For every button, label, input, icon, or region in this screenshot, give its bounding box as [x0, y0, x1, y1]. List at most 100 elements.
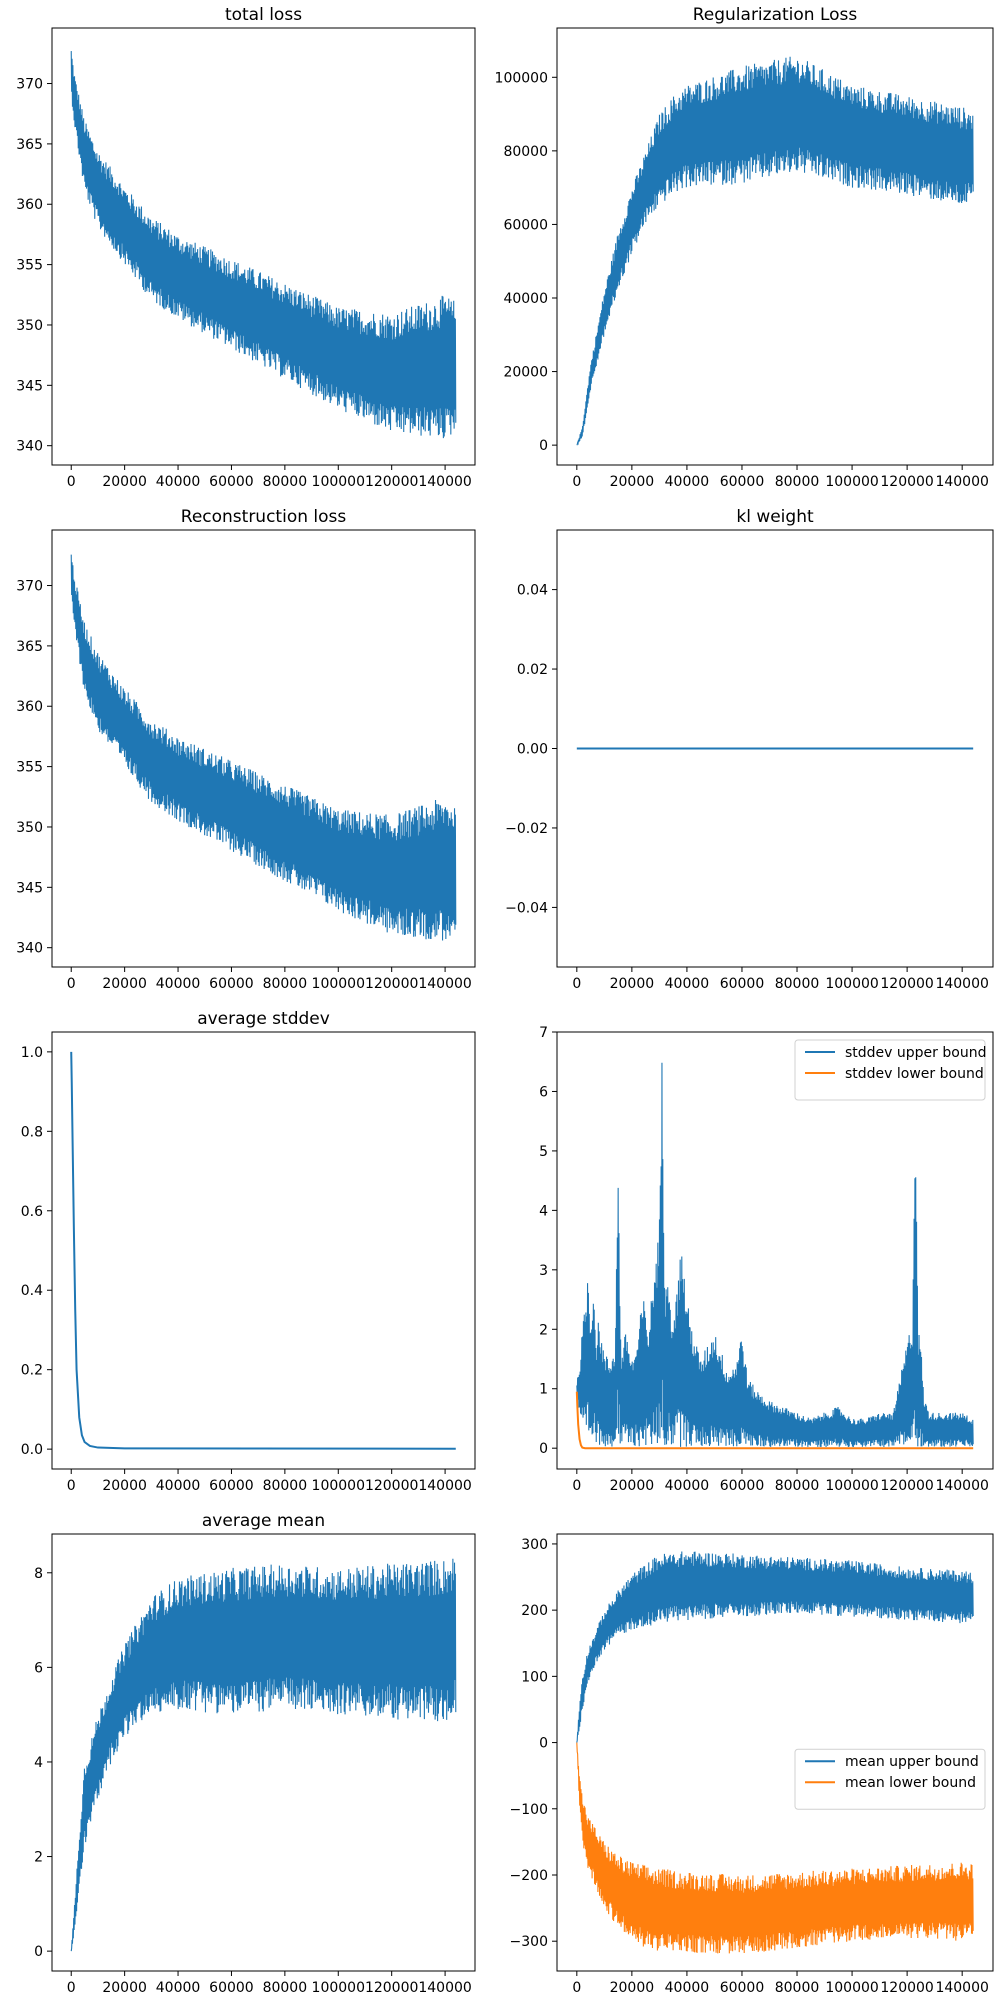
x-tick-label: 120000	[880, 1980, 933, 1996]
y-tick-label: 0.0	[21, 1442, 43, 1458]
axes-frame	[51, 1031, 476, 1470]
chart-panel-4: 0 20000 40000 60000 80000 100000 120000 140000 0…	[21, 1009, 476, 1494]
x-tick-label: 40000	[665, 1478, 710, 1494]
y-tick-label: 100000	[495, 70, 548, 86]
series-line-0	[70, 1558, 457, 1952]
axes-frame	[556, 1533, 994, 1972]
x-tick-label: 20000	[610, 1478, 655, 1494]
y-tick-label: 300	[521, 1537, 548, 1553]
x-tick-label: 60000	[720, 976, 765, 992]
y-tick-label: 0.8	[21, 1124, 43, 1140]
plot-area	[70, 51, 457, 439]
y-tick-label: 200	[521, 1603, 548, 1619]
y-tick-label: 340	[16, 439, 43, 455]
chart-panel-5: 0 20000 40000 60000 80000 100000 120000 140000 0…	[539, 1025, 994, 1494]
y-tick-label: 0.02	[517, 662, 548, 678]
y-tick-label: 7	[539, 1025, 548, 1041]
x-tick-label: 20000	[102, 1478, 147, 1494]
x-tick-label: 120000	[880, 474, 933, 490]
x-tick-label: 80000	[775, 1980, 820, 1996]
chart-panel-6: 0 20000 40000 60000 80000 100000 120000 140000 0…	[34, 1511, 476, 1996]
series-line-0	[576, 56, 974, 446]
y-tick-label: 40000	[503, 291, 548, 307]
chart-title: total loss	[225, 5, 302, 25]
axes-frame	[51, 529, 476, 968]
y-tick-label: 3	[539, 1263, 548, 1279]
chart-panel-0: 0 20000 40000 60000 80000 100000 120000 140000 3…	[16, 5, 476, 490]
x-tick-label: 60000	[720, 1478, 765, 1494]
legend: stddev upper bound stddev lower bound	[794, 1039, 986, 1101]
plot-area	[70, 1558, 457, 1952]
x-tick-label: 80000	[775, 1478, 820, 1494]
y-tick-label: 80000	[503, 144, 548, 160]
x-tick-label: 0	[572, 1980, 581, 1996]
x-tick-label: 0	[572, 1478, 581, 1494]
chart-panel-3: 0 20000 40000 60000 80000 100000 120000 140000 −…	[505, 507, 994, 992]
x-tick-label: 40000	[156, 976, 201, 992]
x-tick-label: 100000	[312, 1980, 365, 1996]
x-tick-label: 20000	[610, 1980, 655, 1996]
y-tick-label: 2	[34, 1850, 43, 1866]
axes-frame	[556, 27, 994, 466]
x-tick-label: 100000	[825, 1478, 878, 1494]
x-tick-label: 60000	[209, 976, 254, 992]
x-tick-label: 40000	[665, 976, 710, 992]
series-line-0	[70, 51, 457, 439]
y-tick-label: 370	[16, 77, 43, 93]
y-tick-label: 5	[539, 1144, 548, 1160]
chart-title: average mean	[202, 1511, 325, 1531]
x-tick-label: 0	[572, 976, 581, 992]
y-tick-label: 4	[539, 1203, 548, 1219]
y-tick-label: −300	[510, 1934, 548, 1950]
x-tick-label: 100000	[825, 474, 878, 490]
y-tick-label: 355	[16, 258, 43, 274]
y-tick-label: 1.0	[21, 1045, 43, 1061]
x-tick-label: 140000	[935, 1980, 988, 1996]
x-tick-label: 140000	[418, 1980, 471, 1996]
series-stddev-upper-bound	[576, 1062, 974, 1447]
y-tick-label: 340	[16, 941, 43, 957]
plot-area	[576, 56, 974, 446]
x-tick-label: 120000	[880, 976, 933, 992]
y-tick-label: 0	[34, 1944, 43, 1960]
y-tick-label: 4	[34, 1755, 43, 1771]
x-tick-label: 100000	[312, 1478, 365, 1494]
x-tick-label: 20000	[102, 474, 147, 490]
x-tick-label: 40000	[156, 1980, 201, 1996]
x-tick-label: 140000	[935, 1478, 988, 1494]
y-tick-label: 350	[16, 318, 43, 334]
y-tick-label: 6	[539, 1084, 548, 1100]
plot-area	[576, 1551, 974, 1954]
x-tick-label: 80000	[263, 976, 308, 992]
x-tick-label: 80000	[263, 474, 308, 490]
x-tick-label: 120000	[365, 474, 418, 490]
y-tick-label: 0.00	[517, 742, 548, 758]
y-tick-label: 370	[16, 579, 43, 595]
y-tick-label: 0	[539, 1441, 548, 1457]
legend-label: mean upper bound	[845, 1754, 979, 1770]
x-tick-label: 120000	[880, 1478, 933, 1494]
x-tick-label: 100000	[312, 976, 365, 992]
y-tick-label: 20000	[503, 365, 548, 381]
x-tick-label: 0	[67, 474, 76, 490]
y-tick-label: 350	[16, 820, 43, 836]
y-tick-label: 345	[16, 378, 43, 394]
axes-frame	[51, 1533, 476, 1972]
y-tick-label: 60000	[503, 217, 548, 233]
x-tick-label: 100000	[825, 1980, 878, 1996]
x-tick-label: 120000	[365, 976, 418, 992]
x-tick-label: 60000	[209, 1980, 254, 1996]
axes-frame	[51, 27, 476, 466]
y-tick-label: 2	[539, 1322, 548, 1338]
chart-title: Regularization Loss	[693, 5, 858, 25]
y-tick-label: 355	[16, 760, 43, 776]
chart-title: kl weight	[736, 507, 814, 527]
x-tick-label: 0	[67, 1478, 76, 1494]
series-line-0	[70, 1051, 456, 1450]
x-tick-label: 20000	[610, 976, 655, 992]
legend-label: stddev upper bound	[845, 1045, 986, 1061]
x-tick-label: 140000	[418, 1478, 471, 1494]
x-tick-label: 100000	[312, 474, 365, 490]
x-tick-label: 0	[67, 976, 76, 992]
